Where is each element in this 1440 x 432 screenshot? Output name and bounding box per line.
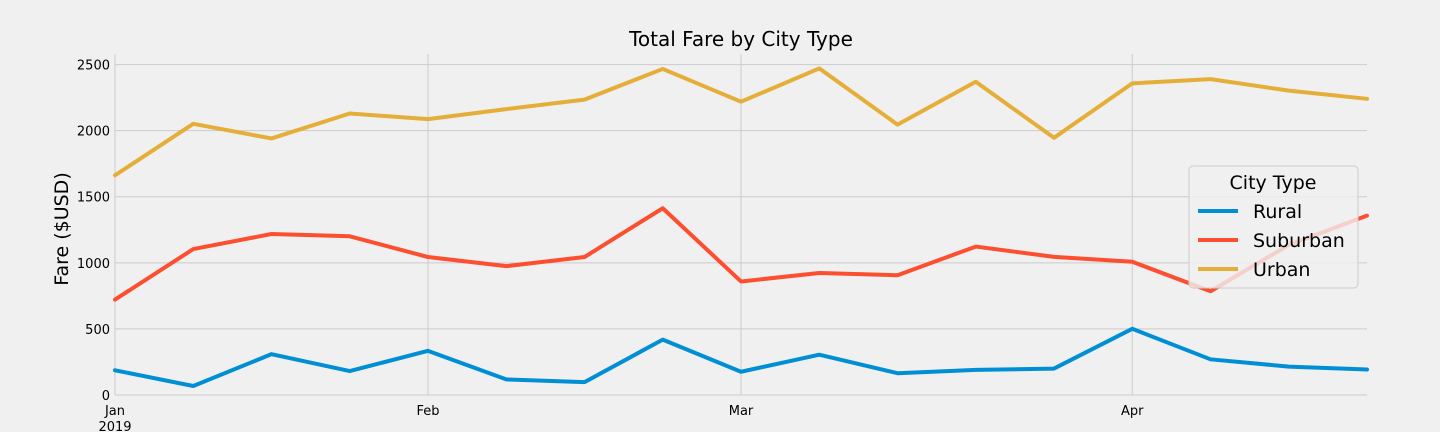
x-tick-sublabel: 2019 xyxy=(98,420,131,432)
grid xyxy=(114,54,1367,396)
x-tick-label: Feb xyxy=(416,404,439,419)
y-tick-label: 500 xyxy=(85,323,110,338)
legend-label-rural: Rural xyxy=(1253,201,1302,223)
series-line-rural xyxy=(113,326,1369,389)
x-tick-label: Jan xyxy=(104,404,125,419)
legend-items: Rural Suburban Urban xyxy=(1198,201,1345,281)
series-lines xyxy=(113,66,1369,389)
y-ticks: 0 500 1000 1500 2000 2500 xyxy=(77,59,110,404)
x-tick-label: Apr xyxy=(1121,404,1144,419)
y-tick-label: 1500 xyxy=(77,191,110,206)
y-tick-label: 0 xyxy=(102,389,110,404)
y-axis-label: Fare ($USD) xyxy=(51,172,73,285)
legend-label-urban: Urban xyxy=(1253,259,1310,281)
y-tick-label: 2500 xyxy=(77,59,110,74)
x-tick-label: Mar xyxy=(729,404,754,419)
legend: City Type Rural Suburban Urban xyxy=(1188,165,1359,289)
y-tick-label: 1000 xyxy=(77,257,110,272)
y-tick-label: 2000 xyxy=(77,125,110,140)
legend-label-suburban: Suburban xyxy=(1253,230,1345,252)
chart-title: Total Fare by City Type xyxy=(628,27,853,51)
series-line-urban xyxy=(113,66,1369,178)
legend-title: City Type xyxy=(1230,172,1317,194)
series-line-suburban xyxy=(113,206,1369,302)
legend-box xyxy=(1188,165,1359,289)
